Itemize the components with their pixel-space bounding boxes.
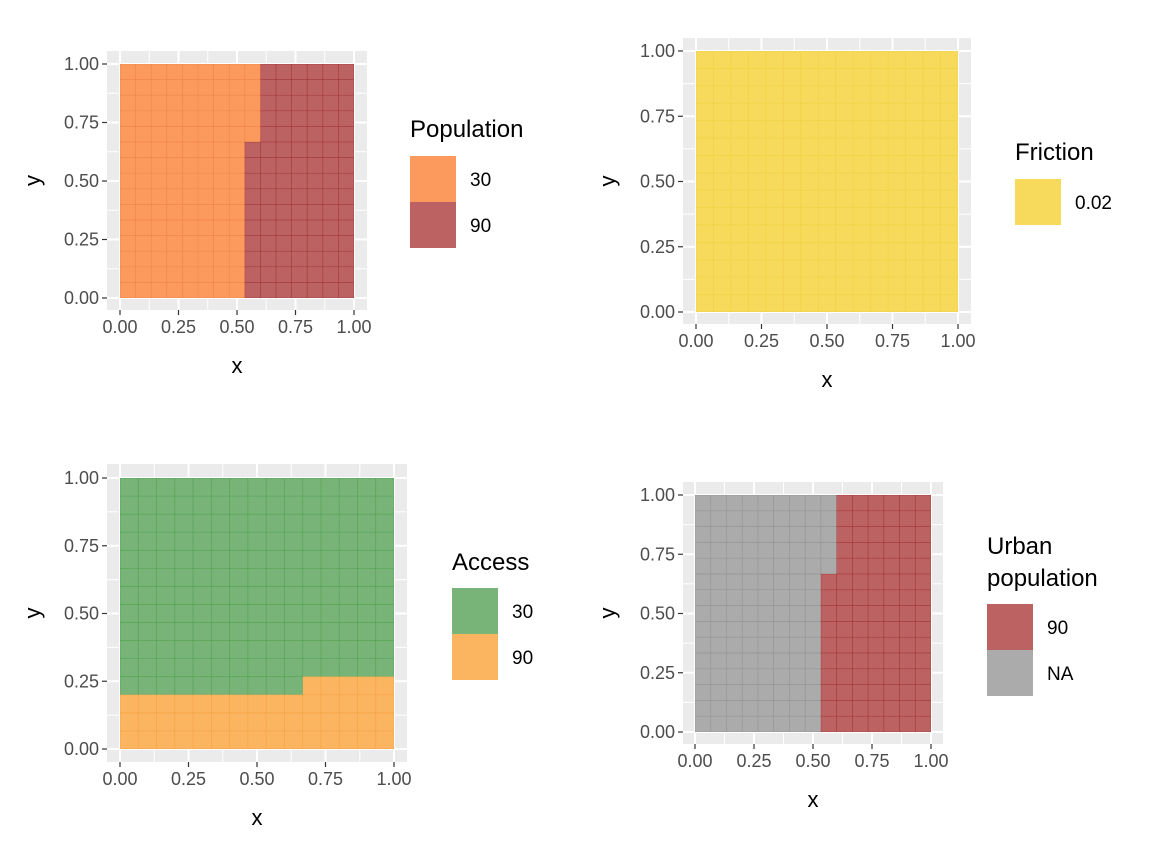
friction-legend-title: Friction: [1015, 139, 1094, 166]
urban-y-axis-title: y: [595, 608, 620, 619]
urban-y-tick-label: 0.75: [640, 544, 675, 564]
access-x-tick-label: 0.25: [171, 769, 206, 789]
urban-x-tick-label: 0.75: [854, 751, 889, 771]
urban-cell-grid-90: [820, 495, 931, 732]
population-legend-label: 30: [470, 170, 491, 191]
population-y-tick-label: 0.25: [64, 230, 99, 250]
urban-x-axis-title: x: [808, 787, 819, 812]
population-y-tick-label: 0.50: [64, 171, 99, 191]
urban-region-90: [820, 495, 931, 732]
urban-legend-title: population: [987, 565, 1098, 592]
friction-x-tick-label: 1.00: [940, 331, 975, 351]
urban-legend-key-na: [987, 650, 1033, 696]
population-panel: 0.000.00 0.25 0.25 0.50 0.50 0.75 0.75 1.00 1.00…: [20, 51, 523, 378]
urban-x-tick-label: 1.00: [913, 751, 948, 771]
population-y-tick-label: 1.00: [64, 54, 99, 74]
access-legend-label: 30: [512, 602, 533, 623]
population-x-axis-title: x: [232, 353, 243, 378]
friction-y-tick-label: 1.00: [640, 41, 675, 61]
urban-panel: 0.000.00 0.25 0.25 0.50 0.50 0.75 0.75 1.00 1.00…: [595, 482, 1098, 812]
population-legend-title: Population: [410, 116, 523, 143]
access-x-tick-label: 1.00: [376, 769, 411, 789]
friction-cell-grid-0.02: [696, 51, 958, 312]
population-region-30: [120, 64, 261, 298]
population-cell-grid-30: [120, 64, 261, 298]
population-legend-label: 90: [470, 216, 491, 237]
friction-x-tick-label: 0.50: [809, 331, 844, 351]
population-x-tick-label: 0.00: [102, 317, 137, 337]
urban-y-tick-label: 0.00: [640, 722, 675, 742]
urban-legend-title: Urban: [987, 533, 1052, 560]
access-x-tick-label: 0.00: [102, 769, 137, 789]
urban-x-tick-label: 0.00: [677, 751, 712, 771]
friction-y-axis-title: y: [595, 176, 620, 187]
access-cell-grid-30: [120, 478, 394, 695]
access-x-tick-label: 0.50: [239, 769, 274, 789]
population-x-tick-label: 1.00: [336, 317, 371, 337]
friction-y-tick-label: 0.25: [640, 237, 675, 257]
friction-x-axis-title: x: [822, 367, 833, 392]
urban-legend-label: NA: [1047, 664, 1074, 685]
population-y-tick-label: 0.75: [64, 113, 99, 133]
population-y-tick-label: 0.00: [64, 288, 99, 308]
urban-y-tick-label: 1.00: [640, 485, 675, 505]
access-legend-label: 90: [512, 648, 533, 669]
population-legend: Population 30 90: [410, 116, 523, 248]
friction-y-tick-label: 0.75: [640, 106, 675, 126]
friction-legend-key-0.02: [1015, 179, 1061, 225]
urban-x-tick-label: 0.25: [736, 751, 771, 771]
urban-x-tick-label: 0.50: [795, 751, 830, 771]
population-x-tick-label: 0.25: [161, 317, 196, 337]
access-legend-title: Access: [452, 549, 529, 576]
access-y-tick-label: 0.50: [64, 604, 99, 624]
access-x-axis-title: x: [252, 805, 263, 830]
access-y-tick-label: 0.75: [64, 536, 99, 556]
access-y-tick-label: 0.00: [64, 739, 99, 759]
population-region-90: [244, 64, 354, 298]
population-x-tick-label: 0.75: [278, 317, 313, 337]
friction-y-tick-label: 0.00: [640, 302, 675, 322]
access-legend-key-30: [452, 588, 498, 634]
access-y-axis-title: y: [20, 608, 45, 619]
access-y-tick-label: 0.25: [64, 671, 99, 691]
friction-y-tick-label: 0.50: [640, 172, 675, 192]
urban-legend-key-90: [987, 604, 1033, 650]
population-legend-key-90: [410, 202, 456, 248]
friction-region-0.02: [696, 51, 958, 312]
urban-region-na: [695, 495, 837, 732]
urban-y-tick-label: 0.25: [640, 663, 675, 683]
population-x-tick-label: 0.50: [219, 317, 254, 337]
population-legend-key-30: [410, 156, 456, 202]
friction-x-tick-label: 0.75: [875, 331, 910, 351]
access-legend: Access 30 90: [452, 549, 533, 680]
friction-legend: Friction 0.02: [1015, 139, 1112, 225]
friction-x-tick-label: 0.00: [678, 331, 713, 351]
urban-y-tick-label: 0.50: [640, 604, 675, 624]
access-x-tick-label: 0.75: [308, 769, 343, 789]
friction-x-tick-label: 0.25: [744, 331, 779, 351]
urban-legend-label: 90: [1047, 618, 1068, 639]
access-y-tick-label: 1.00: [64, 468, 99, 488]
friction-legend-label: 0.02: [1075, 193, 1112, 214]
access-panel: 0.000.00 0.25 0.25 0.50 0.50 0.75 0.75 1.00 1.00…: [20, 464, 533, 830]
access-legend-key-90: [452, 634, 498, 680]
friction-panel: 0.000.00 0.25 0.25 0.50 0.50 0.75 0.75 1.00 1.00…: [595, 38, 1112, 392]
urban-legend: Urban population 90 NA: [987, 533, 1098, 696]
population-y-axis-title: y: [20, 175, 45, 186]
